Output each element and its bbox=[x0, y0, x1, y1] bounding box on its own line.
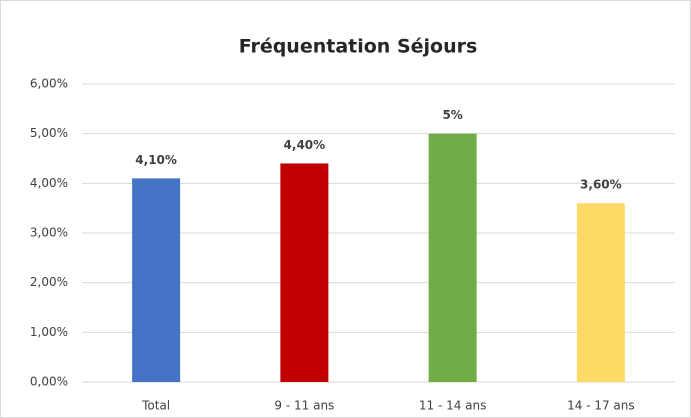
data-label: 4,40% bbox=[284, 138, 326, 152]
y-tick-label: 5,00% bbox=[30, 126, 68, 140]
bar bbox=[280, 163, 329, 382]
x-tick-label: 14 - 17 ans bbox=[567, 399, 635, 413]
y-tick-label: 2,00% bbox=[30, 275, 68, 289]
x-tick-label: Total bbox=[141, 399, 170, 413]
bar bbox=[576, 203, 625, 382]
y-tick-label: 0,00% bbox=[30, 375, 68, 389]
x-tick-label: 9 - 11 ans bbox=[274, 399, 334, 413]
bar bbox=[132, 178, 181, 382]
y-tick-label: 1,00% bbox=[30, 325, 68, 339]
y-tick-label: 4,00% bbox=[30, 176, 68, 190]
data-label: 4,10% bbox=[135, 153, 177, 167]
data-label: 3,60% bbox=[580, 178, 622, 192]
y-tick-label: 6,00% bbox=[30, 77, 68, 91]
data-label: 5% bbox=[442, 108, 462, 122]
chart-title: Fréquentation Séjours bbox=[239, 36, 478, 58]
y-tick-label: 3,00% bbox=[30, 226, 68, 240]
x-tick-label: 11 - 14 ans bbox=[419, 399, 487, 413]
bar bbox=[428, 133, 477, 382]
